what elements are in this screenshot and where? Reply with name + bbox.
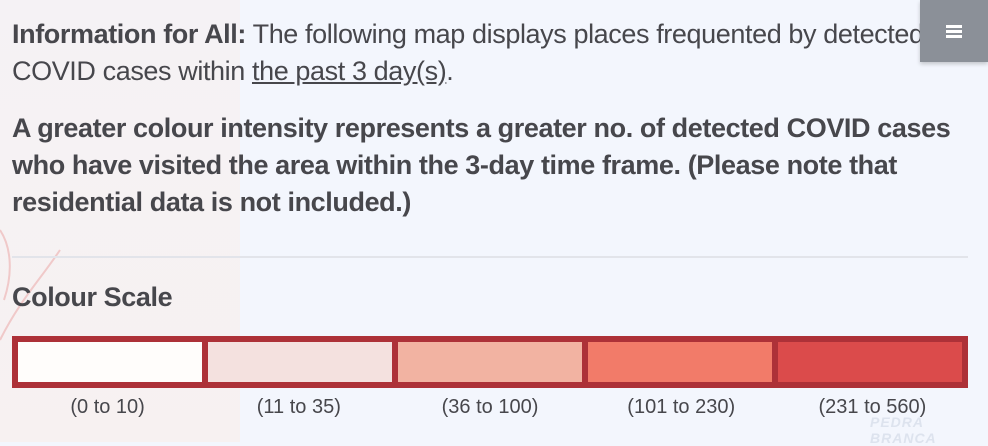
- map-outline: [0, 229, 61, 341]
- scale-swatch: [208, 342, 392, 382]
- scale-label: (101 to 230): [627, 396, 736, 418]
- intensity-note: A greater colour intensity represents a …: [12, 113, 951, 217]
- divider: [12, 256, 968, 258]
- colour-scale-labels: (0 to 10) (11 to 35) (36 to 100) (101 to 23…: [12, 396, 968, 419]
- scale-swatch: [778, 342, 962, 382]
- info-text: The following map displays places freque…: [12, 19, 924, 86]
- scale-swatch: [18, 342, 202, 382]
- scale-swatch: [398, 342, 582, 382]
- info-panel: Information for All: The following map d…: [12, 16, 962, 221]
- scale-label: (0 to 10): [70, 396, 145, 418]
- hamburger-icon: [946, 23, 962, 40]
- menu-button[interactable]: [920, 0, 988, 62]
- map-place-label: PEDRA BRANCA: [870, 414, 937, 446]
- scale-swatch: [588, 342, 772, 382]
- scale-label: (11 to 35): [256, 396, 341, 418]
- colour-scale-bar: [12, 336, 968, 388]
- info-paragraph: Information for All: The following map d…: [12, 16, 962, 90]
- scale-label: (36 to 100): [441, 396, 539, 418]
- past-days-link[interactable]: the past 3 day(s): [251, 56, 447, 86]
- info-end: .: [446, 56, 454, 86]
- info-lead: Information for All:: [12, 19, 246, 49]
- colour-scale-title: Colour Scale: [12, 282, 173, 312]
- scale-label: (231 to 560): [818, 396, 927, 418]
